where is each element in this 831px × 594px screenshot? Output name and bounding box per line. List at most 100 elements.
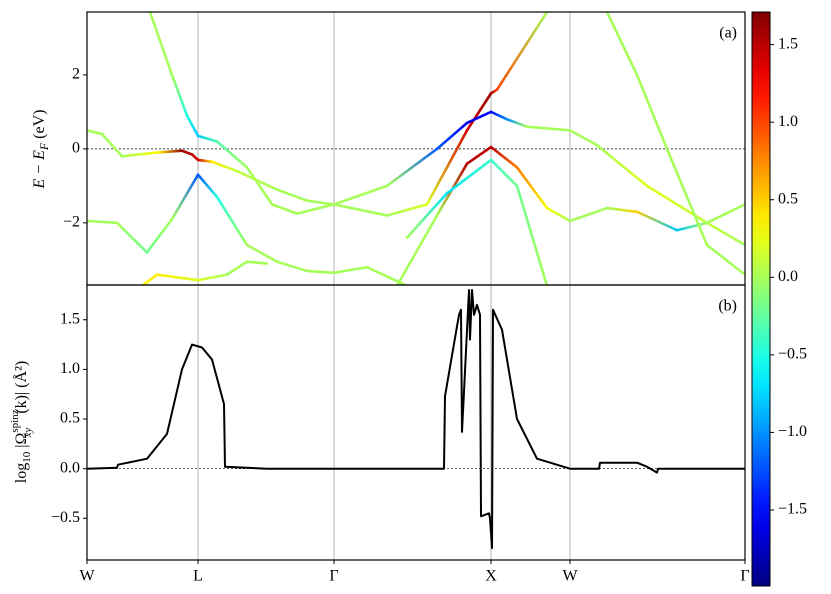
y-tick-label: 1.0 bbox=[60, 360, 80, 377]
band-segment bbox=[385, 203, 429, 217]
band-segment bbox=[385, 147, 439, 188]
band-segment bbox=[489, 145, 519, 169]
x-tick-label: L bbox=[193, 568, 203, 585]
band-segment bbox=[87, 219, 119, 225]
panel-tag: (b) bbox=[718, 298, 737, 315]
band-segment bbox=[295, 203, 336, 215]
data-line bbox=[86, 289, 745, 550]
x-tick-label: X bbox=[485, 568, 497, 585]
band-segment bbox=[595, 143, 649, 188]
colorbar-tick-label: −1.0 bbox=[778, 423, 807, 440]
band-segment bbox=[405, 191, 449, 239]
band-segment bbox=[489, 158, 519, 188]
band-segment bbox=[425, 129, 469, 206]
band-segment bbox=[245, 260, 269, 265]
y-tick-label: 0.0 bbox=[60, 459, 80, 476]
band-segment bbox=[465, 110, 493, 125]
band-segment bbox=[675, 221, 709, 232]
plot-frame bbox=[86, 11, 746, 286]
band-segment bbox=[705, 221, 745, 247]
label-part: |Ω bbox=[13, 433, 30, 452]
colorbar-tick-label: 0.5 bbox=[778, 190, 798, 207]
y-tick-label: 0 bbox=[72, 140, 80, 157]
band-segment bbox=[332, 203, 389, 217]
band-segment bbox=[140, 273, 159, 285]
colorbar-tick-label: 1.0 bbox=[778, 113, 798, 130]
band-segment bbox=[148, 12, 174, 77]
band-segment bbox=[87, 129, 104, 136]
band-segment bbox=[332, 265, 369, 275]
band-segment bbox=[196, 273, 229, 282]
band-segment bbox=[170, 73, 189, 117]
band-segment bbox=[705, 203, 745, 225]
band-segment bbox=[155, 149, 184, 154]
x-tick-label: W bbox=[562, 568, 578, 585]
label-part: 10 bbox=[21, 451, 33, 463]
band-segment bbox=[489, 110, 509, 121]
band-segment bbox=[196, 134, 219, 143]
label-part: (k)| (Å²) bbox=[12, 361, 30, 414]
band-segment bbox=[190, 153, 200, 162]
band-segment bbox=[275, 188, 309, 202]
band-segment bbox=[185, 114, 200, 138]
label-part: spinz bbox=[9, 409, 21, 432]
band-segment bbox=[568, 206, 609, 223]
band-segment bbox=[465, 145, 493, 165]
y-axis-label: log10 |Ωspinzxy (k)| (Å²) bbox=[9, 361, 34, 483]
band-segment bbox=[705, 243, 745, 276]
band-segment bbox=[445, 158, 493, 195]
band-segment bbox=[100, 132, 124, 158]
band-segment bbox=[305, 199, 336, 206]
colorbar-tick-label: −1.5 bbox=[778, 501, 807, 518]
y-tick-label: −0.5 bbox=[51, 509, 80, 526]
band-segment bbox=[665, 147, 709, 247]
band-segment bbox=[545, 206, 572, 223]
band-segment bbox=[495, 12, 549, 91]
band-segment bbox=[435, 121, 469, 151]
band-segment bbox=[515, 184, 549, 285]
band-segment bbox=[635, 210, 679, 232]
band-segment bbox=[365, 265, 409, 285]
colorbar-tick-label: 1.5 bbox=[778, 35, 798, 52]
band-segment bbox=[605, 206, 639, 214]
band-segment bbox=[605, 12, 639, 77]
band-segment bbox=[635, 73, 669, 151]
band-segment bbox=[305, 269, 336, 275]
bands bbox=[87, 12, 745, 285]
label-part: xy bbox=[22, 428, 34, 439]
band-segment bbox=[332, 184, 389, 206]
band-segment bbox=[235, 169, 279, 191]
band-segment bbox=[245, 243, 279, 263]
colorbar-tick-label: 0.0 bbox=[778, 268, 798, 285]
y-tick-label: 2 bbox=[72, 66, 80, 83]
band-segment bbox=[270, 203, 299, 215]
band-segment bbox=[568, 129, 599, 147]
band-segment bbox=[395, 214, 439, 285]
band-segment bbox=[155, 273, 200, 282]
plot-frame bbox=[86, 284, 746, 561]
band-segment bbox=[505, 117, 529, 128]
label-part: E − E bbox=[31, 150, 48, 190]
y-tick-label: 0.5 bbox=[60, 410, 80, 427]
band-segment bbox=[145, 217, 174, 254]
colorbar bbox=[751, 11, 771, 587]
band-segment bbox=[465, 92, 493, 132]
band-segment bbox=[196, 158, 214, 164]
y-axis-label: E − EF (eV) bbox=[31, 110, 51, 190]
x-tick-label: W bbox=[79, 568, 95, 585]
label-part: log bbox=[13, 463, 30, 483]
label-part: (eV) bbox=[31, 110, 48, 143]
colorbar-tick-label: −0.5 bbox=[778, 346, 807, 363]
x-tick-label: Γ bbox=[740, 568, 749, 585]
band-segment bbox=[210, 160, 239, 173]
label-part: F bbox=[37, 142, 51, 151]
y-tick-label: −2 bbox=[63, 214, 80, 231]
band-segment bbox=[215, 140, 249, 169]
band-segment bbox=[245, 166, 274, 206]
band-segment bbox=[515, 166, 549, 210]
band-segment bbox=[225, 260, 249, 276]
x-tick-label: Γ bbox=[329, 568, 338, 585]
band-segment bbox=[196, 173, 219, 199]
band-segment bbox=[115, 221, 149, 254]
